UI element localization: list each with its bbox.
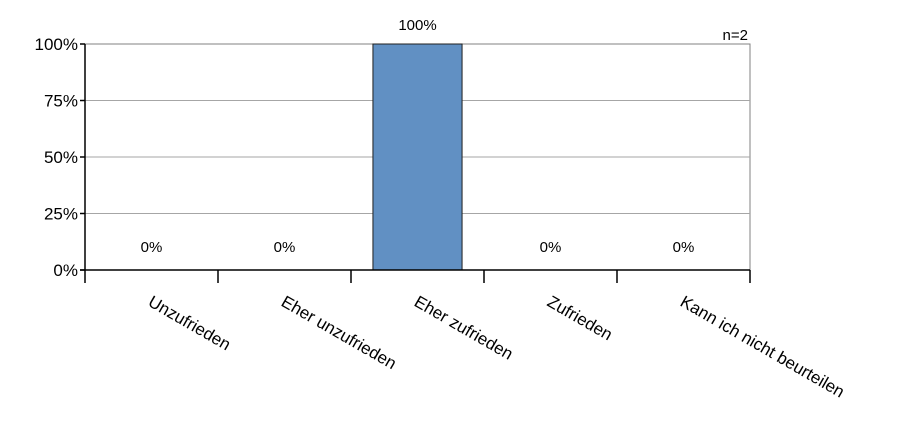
category-label: Kann ich nicht beurteilen	[677, 292, 848, 402]
category-label: Unzufrieden	[145, 292, 234, 354]
sample-size-note: n=2	[723, 27, 748, 44]
category-label: Zufrieden	[544, 292, 616, 344]
y-tick-labels: 0% 25% 50% 75% 100%	[35, 35, 78, 280]
category-label: Eher unzufrieden	[278, 292, 400, 373]
axes	[80, 43, 751, 283]
value-label: 0%	[274, 239, 296, 256]
y-tick-label: 25%	[44, 205, 78, 224]
bars	[372, 43, 463, 271]
category-label: Eher zufrieden	[411, 292, 516, 364]
bar	[372, 43, 463, 271]
category-labels: Unzufrieden Eher unzufrieden Eher zufriede…	[145, 292, 848, 402]
y-tick-label: 0%	[53, 261, 78, 280]
y-tick-label: 50%	[44, 148, 78, 167]
value-label: 0%	[673, 239, 695, 256]
value-labels: 0% 0% 100% 0% 0%	[141, 17, 695, 256]
value-label: 100%	[398, 17, 436, 34]
y-tick-label: 100%	[35, 35, 78, 54]
y-tick-label: 75%	[44, 92, 78, 111]
value-label: 0%	[540, 239, 562, 256]
value-label: 0%	[141, 239, 163, 256]
